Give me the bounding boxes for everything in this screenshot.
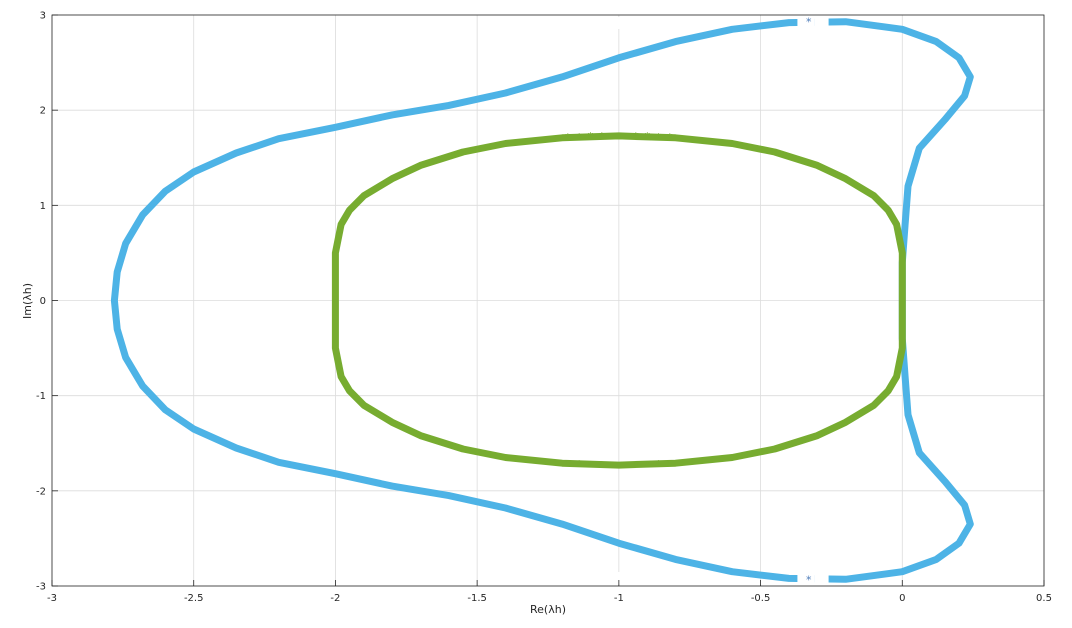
y-tick-label: -1 [36, 391, 46, 402]
series-marker: * [588, 459, 594, 472]
series-marker: * [576, 131, 582, 144]
series-marker: * [806, 16, 812, 29]
series-marker: * [565, 458, 571, 471]
series-marker: * [667, 131, 673, 144]
x-tick-label: -2.5 [184, 593, 204, 604]
series-marker: * [599, 130, 605, 143]
series-marker: * [633, 459, 639, 472]
series-marker: * [633, 130, 639, 143]
y-tick-label: 1 [40, 201, 46, 212]
series-marker: * [656, 131, 662, 144]
series-gap [797, 17, 815, 29]
x-tick-label: 0.5 [1036, 593, 1052, 604]
x-tick-label: -1 [614, 593, 624, 604]
series-marker: * [644, 130, 650, 143]
x-tick-label: 0 [899, 593, 905, 604]
series-gap [596, 17, 642, 29]
y-tick-label: 2 [40, 106, 46, 117]
series-marker: * [656, 458, 662, 471]
series-marker: * [576, 458, 582, 471]
y-axis-label: Im(λh) [21, 283, 34, 319]
y-tick-label: -3 [36, 582, 46, 593]
series-gap [814, 572, 829, 584]
series-2-curve [331, 132, 906, 469]
x-tick-label: -1.5 [467, 593, 487, 604]
series-marker: * [599, 459, 605, 472]
x-tick-label: -3 [47, 593, 57, 604]
y-tick-label: 0 [40, 296, 46, 307]
series-gap [814, 17, 829, 29]
x-tick-label: -2 [330, 593, 340, 604]
series-layer: * * * * * * * * * * * * * * * * * * [110, 16, 974, 586]
series-marker: * [588, 130, 594, 143]
y-tick-label: -2 [36, 486, 46, 497]
y-tick-label: 3 [40, 11, 46, 22]
series-gap [797, 572, 815, 584]
series-2: * * * * * * * * * * * * * * * * [331, 17, 906, 584]
series-marker: * [806, 573, 812, 586]
ticks: -3 -2.5 -2 -1.5 -1 -0.5 0 0.5 -3 -2 -1 0 1 2 3 [36, 11, 1052, 605]
series-marker: * [565, 131, 571, 144]
series-marker: * [644, 459, 650, 472]
series-gap [596, 572, 642, 584]
x-tick-label: -0.5 [751, 593, 771, 604]
x-axis-label: Re(λh) [530, 603, 566, 616]
series-marker: * [667, 458, 673, 471]
